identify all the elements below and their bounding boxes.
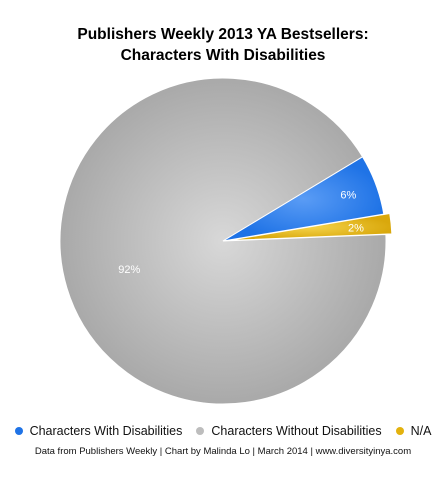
legend-dot-without-disabilities (196, 427, 205, 435)
legend-dot-with-disabilities (14, 427, 23, 435)
chart-title: Publishers Weekly 2013 YA Bestsellers: C… (0, 24, 446, 66)
legend-item-na: N/A (395, 424, 432, 438)
data-label-without-disabilities: 92% (118, 264, 140, 276)
data-label-with-disabilities: 6% (340, 190, 356, 202)
pie-chart: 6% 92% 2% (59, 77, 393, 405)
chart-title-line-2: Characters With Disabilities (120, 47, 326, 64)
legend: Characters With Disabilities Characters … (0, 424, 446, 438)
legend-item-with-disabilities: Characters With Disabilities (14, 424, 183, 438)
legend-label-na: N/A (410, 424, 432, 438)
legend-dot-na (395, 427, 404, 435)
data-label-na: 2% (348, 222, 364, 234)
legend-item-without-disabilities: Characters Without Disabilities (196, 424, 382, 438)
slice-na (228, 212, 393, 241)
legend-label-with-disabilities: Characters With Disabilities (29, 424, 183, 438)
source-note: Data from Publishers Weekly | Chart by M… (34, 446, 412, 457)
chart-title-line-1: Publishers Weekly 2013 YA Bestsellers: (77, 26, 369, 43)
legend-label-without-disabilities: Characters Without Disabilities (211, 424, 382, 438)
